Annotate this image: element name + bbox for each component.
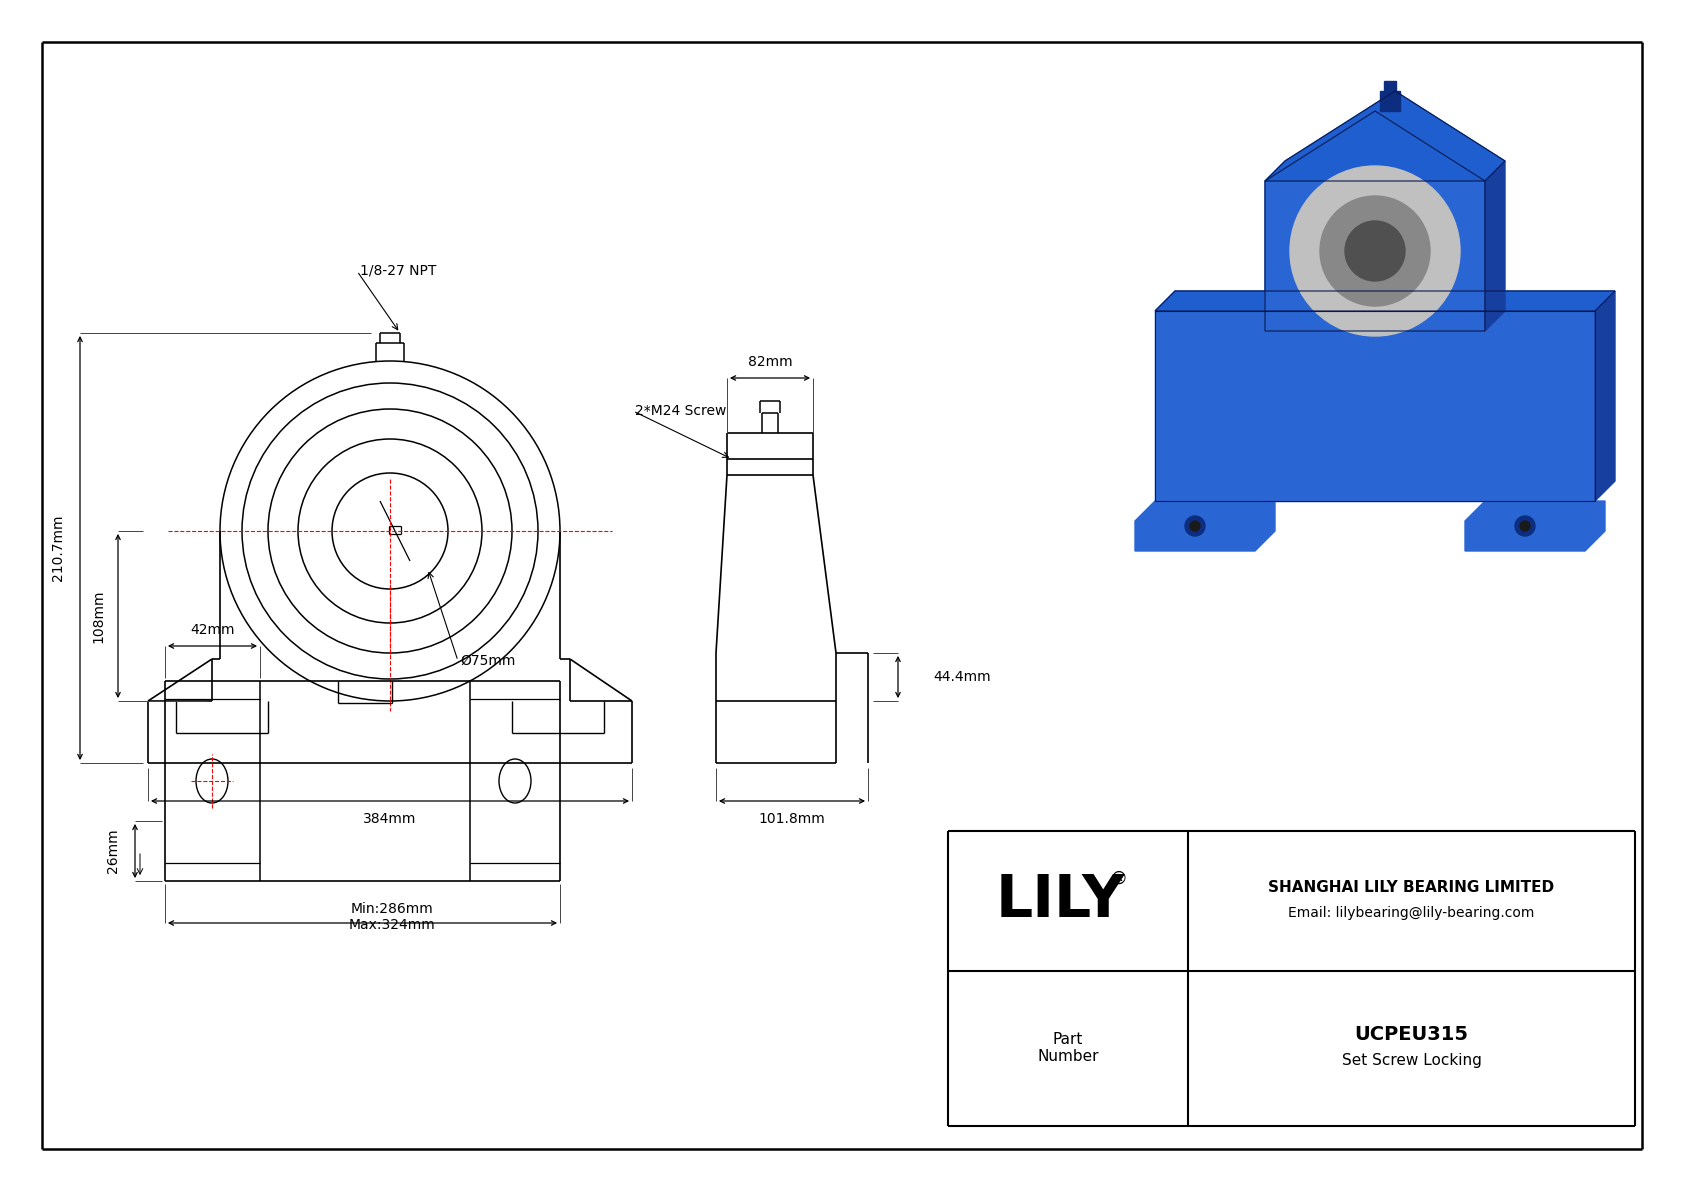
- Bar: [1379, 91, 1399, 111]
- Circle shape: [1320, 197, 1430, 306]
- Text: 384mm: 384mm: [364, 812, 416, 827]
- Text: 1/8-27 NPT: 1/8-27 NPT: [360, 264, 436, 278]
- Polygon shape: [1155, 291, 1615, 311]
- Text: ®: ®: [1110, 869, 1127, 887]
- Text: Ø75mm: Ø75mm: [460, 654, 515, 668]
- Polygon shape: [1265, 91, 1505, 181]
- Text: 42mm: 42mm: [190, 623, 234, 637]
- Text: Min:286mm: Min:286mm: [352, 902, 434, 916]
- Circle shape: [1186, 516, 1206, 536]
- Polygon shape: [1155, 311, 1595, 501]
- Circle shape: [1521, 520, 1531, 531]
- Text: 210.7mm: 210.7mm: [51, 515, 66, 581]
- Text: 101.8mm: 101.8mm: [758, 812, 825, 827]
- Circle shape: [1346, 222, 1404, 281]
- Circle shape: [1290, 166, 1460, 336]
- Text: 26mm: 26mm: [106, 829, 120, 873]
- Text: 82mm: 82mm: [748, 355, 791, 369]
- Polygon shape: [1485, 161, 1505, 331]
- Text: 2*M24 Screw: 2*M24 Screw: [635, 404, 726, 418]
- Text: 108mm: 108mm: [91, 590, 104, 643]
- Polygon shape: [1595, 291, 1615, 501]
- Polygon shape: [1465, 501, 1605, 551]
- Text: Email: lilybearing@lily-bearing.com: Email: lilybearing@lily-bearing.com: [1288, 905, 1534, 919]
- Text: UCPEU315: UCPEU315: [1354, 1024, 1468, 1043]
- Text: Set Screw Locking: Set Screw Locking: [1342, 1053, 1482, 1068]
- Polygon shape: [1265, 111, 1485, 331]
- Text: LILY: LILY: [995, 872, 1125, 929]
- Text: 44.4mm: 44.4mm: [933, 671, 990, 684]
- Text: SHANGHAI LILY BEARING LIMITED: SHANGHAI LILY BEARING LIMITED: [1268, 880, 1554, 896]
- Circle shape: [1191, 520, 1201, 531]
- Text: Max:324mm: Max:324mm: [349, 918, 436, 933]
- Bar: [1384, 81, 1396, 91]
- Polygon shape: [1135, 501, 1275, 551]
- Text: Part
Number: Part Number: [1037, 1033, 1098, 1065]
- Circle shape: [1516, 516, 1536, 536]
